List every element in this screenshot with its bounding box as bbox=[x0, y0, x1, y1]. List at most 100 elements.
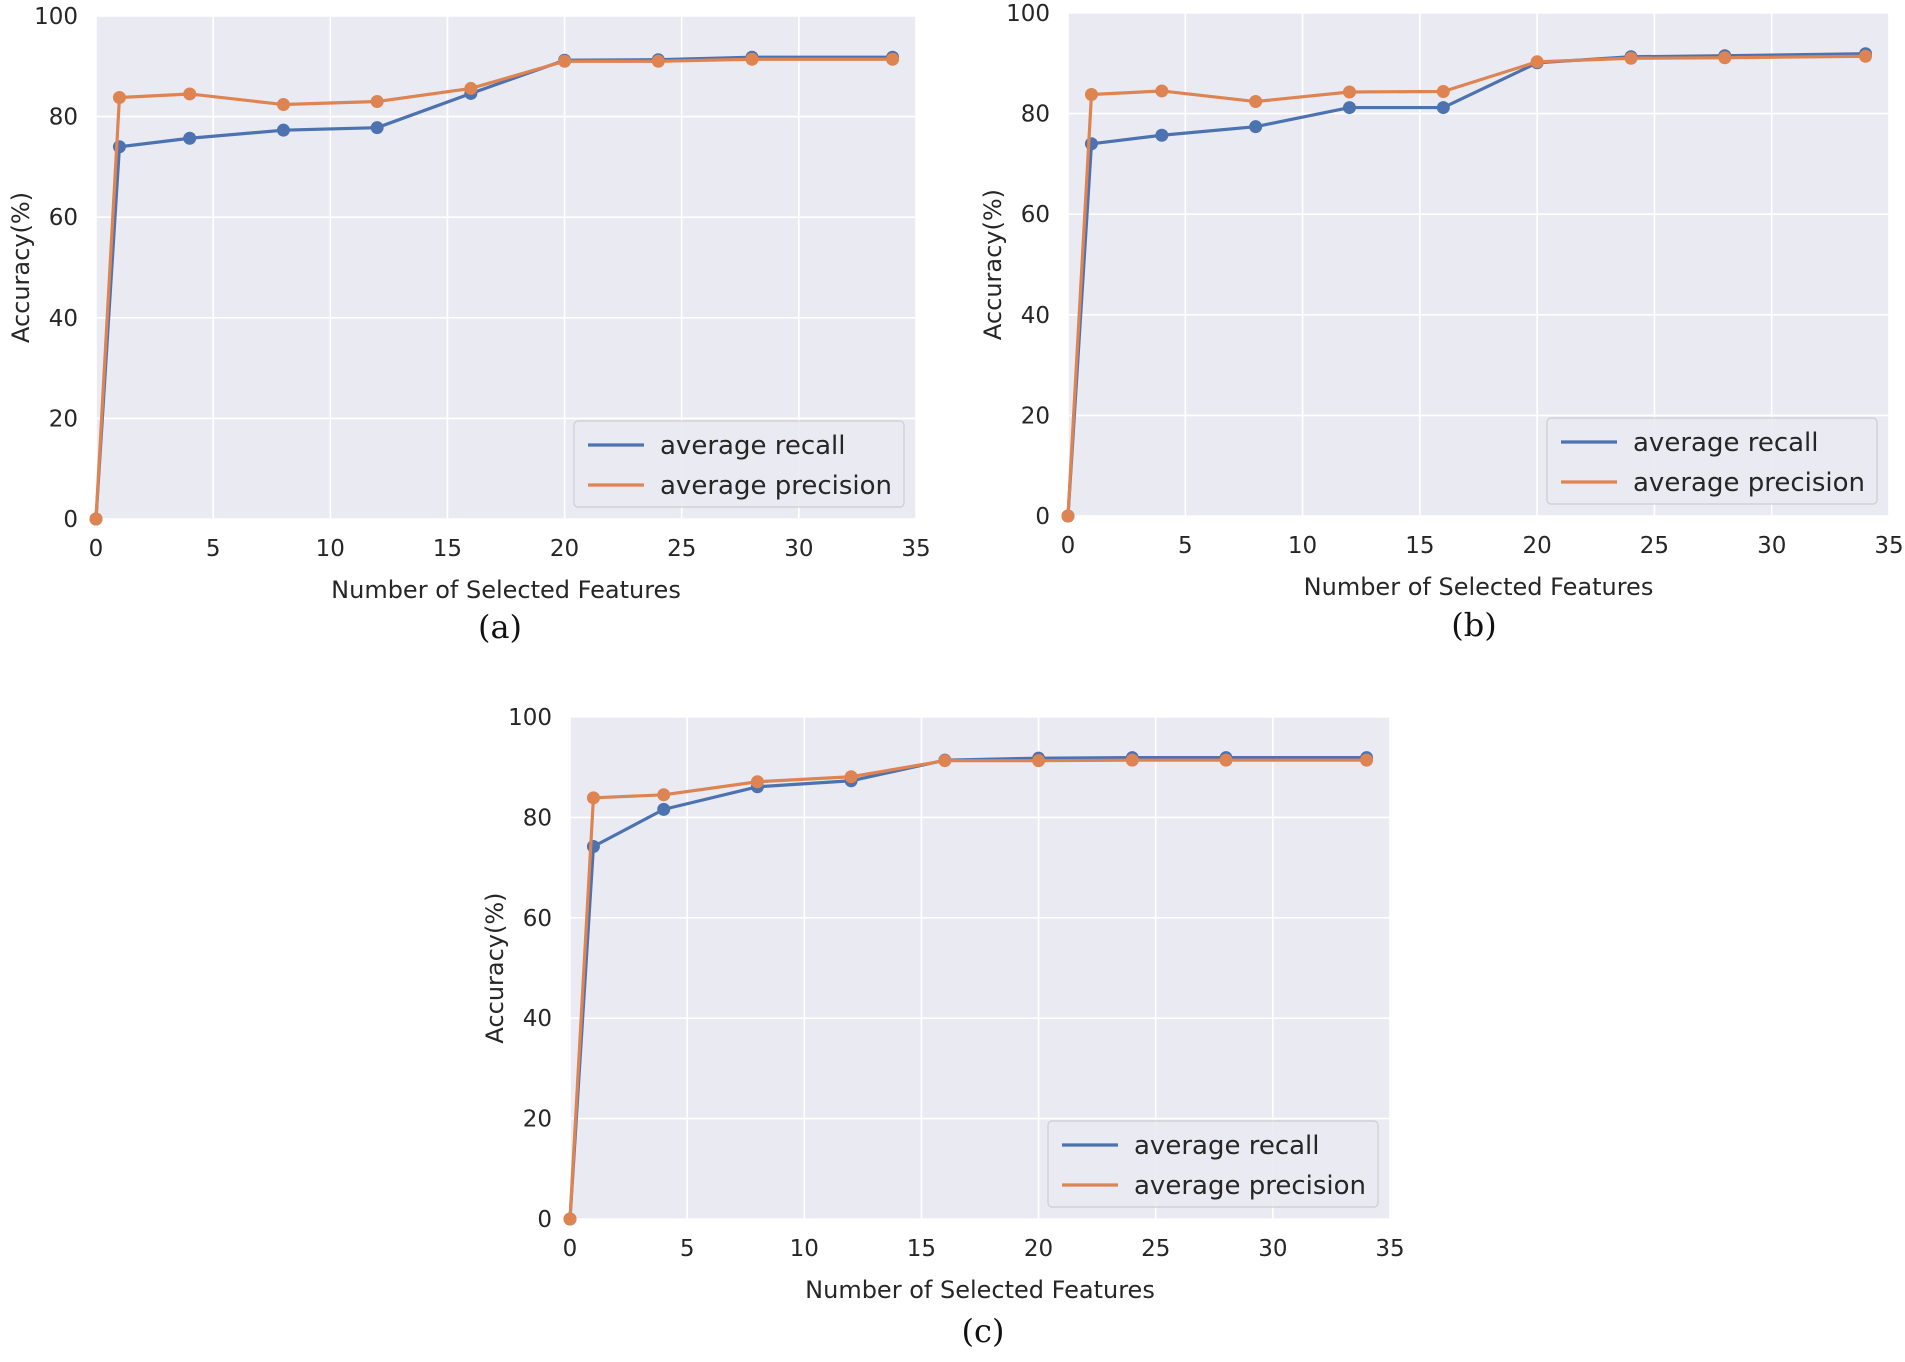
x-tick-label: 25 bbox=[1640, 533, 1669, 559]
y-tick-label: 60 bbox=[523, 906, 552, 932]
data-point-precision bbox=[938, 754, 952, 768]
x-tick-label: 10 bbox=[316, 536, 345, 562]
x-tick-label: 10 bbox=[1288, 533, 1317, 559]
chart-panel-a: 0 20 40 60 80 100 0 5 10 15 20 25 30 35 Number of Sele… bbox=[7, 4, 931, 646]
data-point-precision bbox=[886, 52, 900, 66]
x-axis-label: Number of Selected Features bbox=[1304, 573, 1654, 601]
x-axis-label: Number of Selected Features bbox=[331, 576, 681, 604]
data-point-precision bbox=[1084, 87, 1098, 101]
x-tick-label: 0 bbox=[1061, 533, 1076, 559]
x-tick-label: 15 bbox=[1405, 533, 1434, 559]
y-tick-label: 80 bbox=[523, 805, 552, 831]
y-tick-label: 0 bbox=[1035, 504, 1050, 530]
data-point-precision bbox=[1624, 51, 1638, 65]
data-point-precision bbox=[1219, 753, 1233, 767]
data-point-precision bbox=[183, 87, 197, 101]
x-tick-label: 20 bbox=[550, 536, 579, 562]
data-point-recall bbox=[1436, 101, 1450, 115]
y-tick-label: 100 bbox=[34, 4, 78, 30]
data-point-precision bbox=[1436, 84, 1450, 98]
y-tick-label: 60 bbox=[1021, 202, 1050, 228]
data-point-precision bbox=[1530, 55, 1544, 69]
data-point-precision bbox=[276, 98, 290, 112]
legend-label-precision: average precision bbox=[1633, 468, 1865, 498]
x-tick-label: 5 bbox=[1178, 533, 1193, 559]
x-tick-label: 30 bbox=[784, 536, 813, 562]
data-point-precision bbox=[112, 90, 126, 104]
x-tick-label: 0 bbox=[563, 1236, 578, 1262]
chart-panel-b: 0 20 40 60 80 100 0 5 10 15 20 25 30 35 Number of Sele… bbox=[979, 1, 1904, 644]
data-point-precision bbox=[1718, 51, 1732, 65]
panel-caption: (b) bbox=[1451, 606, 1496, 644]
data-point-precision bbox=[1032, 754, 1046, 768]
data-point-precision bbox=[558, 54, 572, 68]
x-axis-label: Number of Selected Features bbox=[805, 1276, 1155, 1304]
data-point-recall bbox=[1342, 101, 1356, 115]
data-point-precision bbox=[657, 788, 671, 802]
series-line-precision bbox=[1066, 54, 1866, 517]
legend-box bbox=[1047, 1120, 1379, 1208]
y-tick-label: 0 bbox=[537, 1207, 552, 1233]
x-tick-label: 30 bbox=[1757, 533, 1786, 559]
chart-panel-c: 0 20 40 60 80 100 0 5 10 15 20 25 30 35 Number of Sele… bbox=[481, 705, 1405, 1350]
x-tick-label: 25 bbox=[667, 536, 696, 562]
data-point-precision bbox=[1342, 85, 1356, 99]
data-point-precision bbox=[750, 775, 764, 789]
x-tick-label: 15 bbox=[433, 536, 462, 562]
y-tick-label: 20 bbox=[49, 406, 78, 432]
data-point-recall bbox=[183, 131, 197, 145]
x-tick-label: 5 bbox=[206, 536, 221, 562]
data-point-precision bbox=[1155, 84, 1169, 98]
y-tick-label: 40 bbox=[1021, 303, 1050, 329]
legend-label-recall: average recall bbox=[660, 431, 846, 461]
y-axis-label: Accuracy(%) bbox=[7, 192, 35, 343]
data-point-recall bbox=[276, 123, 290, 137]
data-point-precision bbox=[89, 512, 103, 526]
data-point-precision bbox=[1249, 95, 1263, 109]
legend-label-recall: average recall bbox=[1134, 1131, 1320, 1161]
data-point-precision bbox=[1859, 49, 1873, 63]
x-tick-label: 20 bbox=[1024, 1236, 1053, 1262]
data-point-recall bbox=[657, 802, 671, 816]
data-point-precision bbox=[651, 54, 665, 68]
series-line-recall bbox=[568, 756, 1367, 1220]
legend-label-recall: average recall bbox=[1633, 428, 1819, 458]
series-line-precision bbox=[94, 57, 893, 520]
legend-label-precision: average precision bbox=[1134, 1171, 1366, 1201]
y-tick-label: 40 bbox=[523, 1006, 552, 1032]
x-tick-label: 10 bbox=[790, 1236, 819, 1262]
y-tick-label: 60 bbox=[49, 205, 78, 231]
data-point-precision bbox=[844, 770, 858, 784]
legend-box bbox=[1546, 417, 1878, 505]
series-line-recall bbox=[1066, 52, 1866, 517]
series-line-precision bbox=[568, 758, 1367, 1220]
data-point-precision bbox=[1125, 753, 1139, 767]
series-line-recall bbox=[94, 55, 893, 520]
data-point-precision bbox=[370, 95, 384, 109]
y-tick-label: 80 bbox=[49, 105, 78, 131]
y-axis-label: Accuracy(%) bbox=[979, 189, 1007, 340]
data-point-recall bbox=[370, 121, 384, 135]
y-tick-label: 20 bbox=[523, 1107, 552, 1133]
legend-label-precision: average precision bbox=[660, 471, 892, 501]
x-tick-label: 35 bbox=[1874, 533, 1903, 559]
legend-box bbox=[573, 420, 905, 508]
x-tick-label: 30 bbox=[1258, 1236, 1287, 1262]
data-point-precision bbox=[745, 52, 759, 66]
data-point-precision bbox=[464, 81, 478, 95]
y-tick-label: 0 bbox=[63, 507, 78, 533]
x-tick-label: 0 bbox=[89, 536, 104, 562]
x-tick-label: 35 bbox=[901, 536, 930, 562]
x-tick-label: 20 bbox=[1523, 533, 1552, 559]
data-point-precision bbox=[1360, 753, 1374, 767]
x-tick-label: 35 bbox=[1375, 1236, 1404, 1262]
x-tick-label: 25 bbox=[1141, 1236, 1170, 1262]
y-tick-label: 40 bbox=[49, 306, 78, 332]
data-point-recall bbox=[1249, 120, 1263, 134]
y-tick-label: 20 bbox=[1021, 403, 1050, 429]
panel-caption: (a) bbox=[478, 608, 522, 646]
y-tick-label: 80 bbox=[1021, 102, 1050, 128]
data-point-precision bbox=[563, 1212, 577, 1226]
y-axis-label: Accuracy(%) bbox=[481, 892, 509, 1043]
